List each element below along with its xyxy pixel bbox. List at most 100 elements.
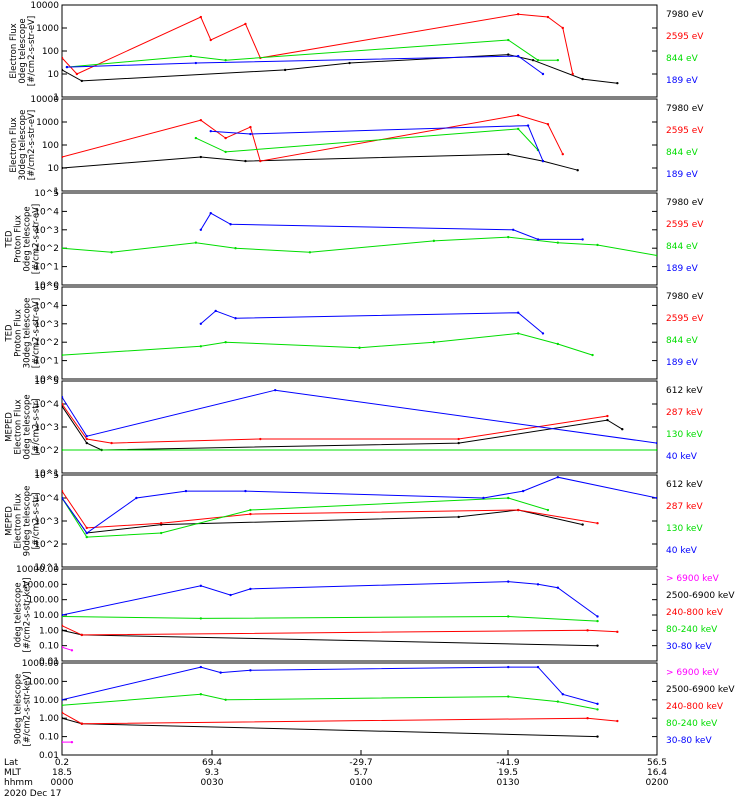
data-point	[516, 508, 520, 512]
panel-frame	[61, 662, 658, 756]
y-axis-label-line: MEPED	[5, 506, 15, 536]
data-point	[62, 624, 64, 627]
data-point	[536, 665, 540, 669]
data-point	[516, 311, 520, 314]
data-point	[581, 238, 584, 241]
data-point	[199, 617, 203, 620]
panel-2: 1 10 100 1000 10000 Electron Flux 30deg telesc…	[9, 95, 704, 197]
data-point	[507, 38, 510, 42]
data-point	[62, 496, 64, 500]
panel-6: 10^1 10^2 10^3 10^4 10^5 MEPED Electron Flux 90…	[5, 471, 704, 573]
panel-3: 10^0 10^1 10^2 10^3 10^4 10^5 TED Proton Flux 0d…	[5, 189, 705, 291]
panel-frame	[61, 286, 658, 380]
series-line	[62, 497, 583, 534]
x-label-lat: 56.5	[647, 758, 667, 768]
legend-entry: 7980 eV	[666, 198, 704, 208]
y-tick-label: 10^2	[34, 446, 59, 456]
data-point	[199, 345, 203, 348]
data-point	[80, 722, 84, 725]
data-point	[596, 522, 599, 525]
y-axis-label-line: 0deg telescope	[18, 18, 28, 83]
series-line	[62, 712, 618, 725]
data-point	[561, 26, 564, 30]
panel-frame	[61, 568, 658, 662]
legend-entry: 7980 eV	[666, 10, 704, 20]
data-point	[621, 428, 624, 431]
data-point	[259, 437, 262, 441]
data-point	[516, 127, 520, 131]
data-point	[224, 136, 227, 140]
data-point	[561, 152, 564, 156]
series-line	[62, 236, 657, 256]
series-group	[62, 580, 619, 652]
y-tick-label: 100	[42, 47, 59, 57]
data-point	[224, 698, 227, 701]
legend-entry: 7980 eV	[666, 292, 704, 302]
data-point	[507, 53, 510, 56]
legend-entry: 844 eV	[666, 242, 699, 252]
date-label: 2020 Dec 17	[4, 789, 62, 799]
x-label-hhmm: 0030	[201, 778, 224, 788]
data-point	[249, 508, 252, 512]
legend-entry: 844 eV	[666, 336, 699, 346]
series-line	[62, 405, 623, 451]
y-axis-label-line: 0deg telescope	[23, 206, 33, 271]
data-point	[70, 740, 74, 744]
data-point	[507, 152, 510, 156]
y-axis-label-line: [#/cm2-s-str-eV]	[27, 110, 37, 180]
x-label-mlt: 18.5	[52, 768, 72, 778]
y-tick-label: 10^5	[34, 189, 59, 199]
data-point	[62, 629, 64, 632]
data-point	[581, 523, 584, 526]
data-point	[199, 322, 203, 325]
data-point	[516, 54, 520, 58]
series-line	[62, 114, 564, 162]
panel-5: 10^1 10^2 10^3 10^4 10^5 MEPED Electron Flux 0d…	[5, 377, 704, 479]
legend-entry: 240-800 keV	[666, 608, 724, 618]
series-group	[62, 388, 657, 452]
data-point	[244, 159, 247, 163]
data-point	[556, 586, 560, 589]
y-tick-label: 10^4	[34, 494, 59, 504]
x-label-hhmm: 0130	[497, 778, 520, 788]
data-point	[358, 346, 361, 349]
y-tick-label: 10^3	[34, 226, 59, 236]
legend-entry: 2595 eV	[666, 126, 704, 136]
legend-entry: 80-240 keV	[666, 625, 718, 635]
data-point	[536, 238, 540, 241]
series-line	[62, 581, 598, 617]
data-point	[244, 489, 247, 493]
data-point	[62, 489, 64, 493]
data-point	[596, 644, 599, 647]
y-tick-label: 10^5	[34, 283, 59, 293]
y-axis-label-line: Electron Flux	[9, 23, 19, 78]
data-point	[194, 241, 198, 244]
data-point	[62, 402, 64, 406]
y-tick-label: 10^1	[34, 563, 59, 573]
y-tick-label: 10	[48, 70, 60, 80]
data-point	[159, 531, 163, 535]
data-point	[556, 476, 560, 479]
data-point	[199, 118, 203, 122]
data-point	[62, 166, 64, 170]
data-point	[209, 211, 212, 215]
y-tick-label: 10^0	[34, 375, 59, 385]
data-point	[546, 508, 550, 512]
data-point	[655, 254, 657, 257]
data-point	[135, 496, 138, 500]
data-point	[274, 388, 277, 392]
data-point	[507, 235, 510, 239]
data-point	[209, 129, 212, 133]
legend-entry: 844 eV	[666, 148, 699, 158]
series-line	[62, 625, 618, 636]
data-point	[516, 12, 520, 16]
series-group	[62, 665, 619, 744]
y-tick-label: 10^3	[34, 517, 59, 527]
x-label-hhmm: 0100	[350, 778, 373, 788]
data-point	[249, 132, 252, 136]
data-point	[541, 72, 545, 76]
legend-entry: 80-240 keV	[666, 719, 718, 729]
y-tick-label: 0.01	[39, 657, 59, 667]
legend-entry: 189 eV	[666, 170, 699, 180]
data-point	[199, 228, 203, 231]
